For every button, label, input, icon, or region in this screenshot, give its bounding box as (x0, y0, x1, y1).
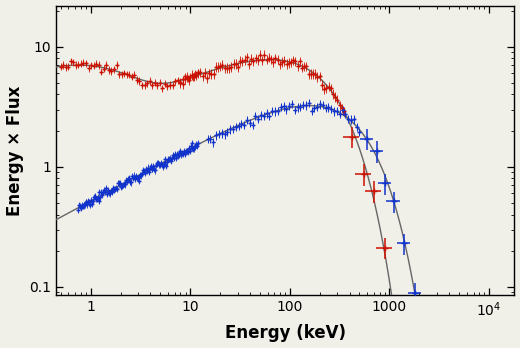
Y-axis label: Energy × Flux: Energy × Flux (6, 85, 23, 216)
X-axis label: Energy (keV): Energy (keV) (225, 324, 346, 342)
